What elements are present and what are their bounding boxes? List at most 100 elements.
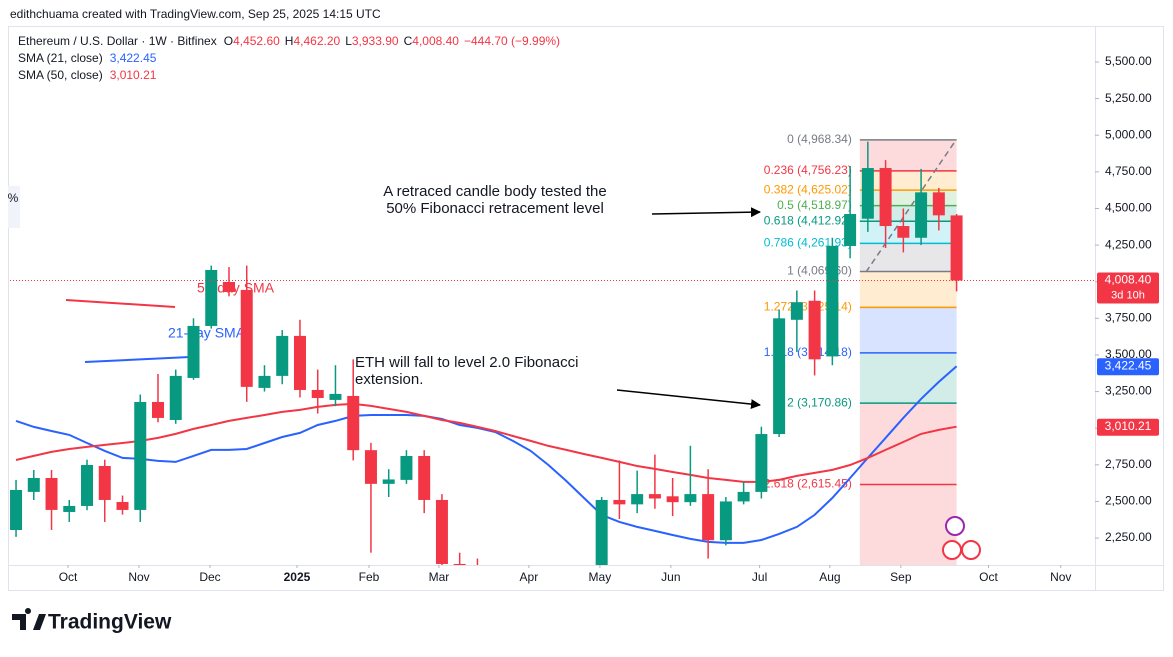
fib-band <box>859 307 957 353</box>
candle-body <box>666 496 679 503</box>
x-tick-label: Apr <box>520 570 539 584</box>
axes: 2,250.002,500.002,750.003,000.003,250.00… <box>59 54 1159 584</box>
candle-body <box>879 168 892 227</box>
x-tick-label: 2025 <box>284 570 311 584</box>
candle-body <box>648 494 661 499</box>
y-tick-label: 3,750.00 <box>1105 310 1152 324</box>
x-tick-label: Mar <box>429 570 450 584</box>
legend-value: 4,462.20 <box>293 34 340 48</box>
candle-body <box>932 192 945 216</box>
candle-body <box>684 494 697 503</box>
annotation: A retraced candle body tested the <box>383 183 606 200</box>
fib-label: 2 (3,170.86) <box>787 395 852 409</box>
x-tick-label: Aug <box>819 570 840 584</box>
candles <box>10 141 963 633</box>
candle-body <box>435 499 448 564</box>
candle-body <box>737 491 750 502</box>
plot-area: 0 (4,968.34) 0.236 (4,756.23) 0.382 (4,625… <box>10 132 1095 633</box>
price-badge-label: 4,008.40 <box>1105 273 1152 287</box>
watermark: TradingView <box>48 611 172 634</box>
candle-body <box>773 318 786 435</box>
y-tick-label: 5,250.00 <box>1105 91 1152 105</box>
drawn-line <box>65 299 176 308</box>
candle-body <box>897 226 910 238</box>
candle-body <box>205 269 218 326</box>
x-tick-label: Oct <box>59 570 78 584</box>
candle-body <box>507 604 519 633</box>
fib-label: 1 (4,069.60) <box>787 264 852 278</box>
fib-band <box>859 352 957 404</box>
candle-body <box>364 450 377 484</box>
candle-body <box>63 505 76 512</box>
fib-label: 0 (4,968.34) <box>787 132 852 146</box>
x-tick-label: Sep <box>890 570 912 584</box>
x-tick-label: Dec <box>199 570 220 584</box>
candle-body <box>81 464 94 506</box>
candle-body <box>578 598 590 601</box>
y-tick-label: 2,500.00 <box>1105 494 1152 508</box>
candle-body <box>755 434 768 492</box>
logo: TradingView <box>12 608 172 634</box>
legend-key: O <box>224 34 233 48</box>
candle-body <box>311 389 324 399</box>
fib-band <box>859 170 957 191</box>
y-tick-label: 4,750.00 <box>1105 164 1152 178</box>
y-tick-label: 3,500.00 <box>1105 347 1152 361</box>
side-tab[interactable] <box>8 186 20 228</box>
annotation: extension. <box>355 371 423 388</box>
logo-mark <box>12 608 46 630</box>
annotation: ETH will fall to level 2.0 Fibonacci <box>355 354 578 371</box>
event-icon[interactable] <box>945 516 965 536</box>
legend: Ethereum / U.S. Dollar · 1W · Bitfinex O4… <box>18 34 560 82</box>
x-tick-label: Oct <box>979 570 998 584</box>
x-tick-label: Nov <box>128 570 149 584</box>
x-tick-label: May <box>589 570 612 584</box>
candle-body <box>826 245 839 357</box>
candle-body <box>613 499 626 505</box>
y-tick-label: 5,000.00 <box>1105 127 1152 141</box>
candle-body <box>702 494 715 541</box>
legend-key: H <box>285 34 294 48</box>
x-tick-label: Jul <box>752 570 767 584</box>
legend-name: SMA (21, close) <box>18 51 103 65</box>
candle-body <box>631 494 644 505</box>
price-badge <box>1097 272 1159 304</box>
candle-body <box>950 215 963 281</box>
x-tick-label: Nov <box>1050 570 1071 584</box>
event-icon[interactable] <box>942 540 962 560</box>
fib-band <box>859 243 957 272</box>
fib-label: 0.382 (4,625.02) <box>764 182 852 196</box>
event-icon[interactable] <box>961 540 981 560</box>
y-tick-label: 4,500.00 <box>1105 201 1152 215</box>
legend-line: SMA (50, close) 3,010.21 <box>18 68 157 82</box>
candle-body <box>489 589 501 604</box>
candle-body <box>222 281 235 292</box>
candle-body <box>240 289 253 387</box>
sma-line <box>15 402 957 483</box>
candle-body <box>915 192 928 238</box>
candle-body <box>293 335 306 390</box>
fib-band <box>859 271 957 308</box>
candle-body <box>471 585 483 589</box>
candle-body <box>329 393 342 400</box>
fib-band <box>859 403 957 485</box>
fib-label: 0.786 (4,261.93) <box>764 236 852 250</box>
legend-value: 3,010.21 <box>110 68 157 82</box>
annotation-arrow <box>616 389 761 410</box>
header: edithchuama created with TradingView.com… <box>10 7 381 21</box>
candle-body <box>258 375 271 388</box>
y-tick-label: 2,750.00 <box>1105 457 1152 471</box>
price-badge-label: 3,010.21 <box>1105 419 1152 433</box>
legend-value: 4,452.60 <box>233 34 280 48</box>
candle-body <box>276 335 289 376</box>
candle-body <box>790 302 803 320</box>
candle-body <box>169 375 182 420</box>
candle-body <box>27 477 40 492</box>
annotation: 50% Fibonacci retracement level <box>386 200 604 217</box>
side-tab-label: % <box>8 191 19 205</box>
legend-name: SMA (50, close) <box>18 68 103 82</box>
candle-body <box>10 490 23 530</box>
drawn-label: 21-day SMA <box>168 325 246 341</box>
candle-body <box>861 168 874 219</box>
